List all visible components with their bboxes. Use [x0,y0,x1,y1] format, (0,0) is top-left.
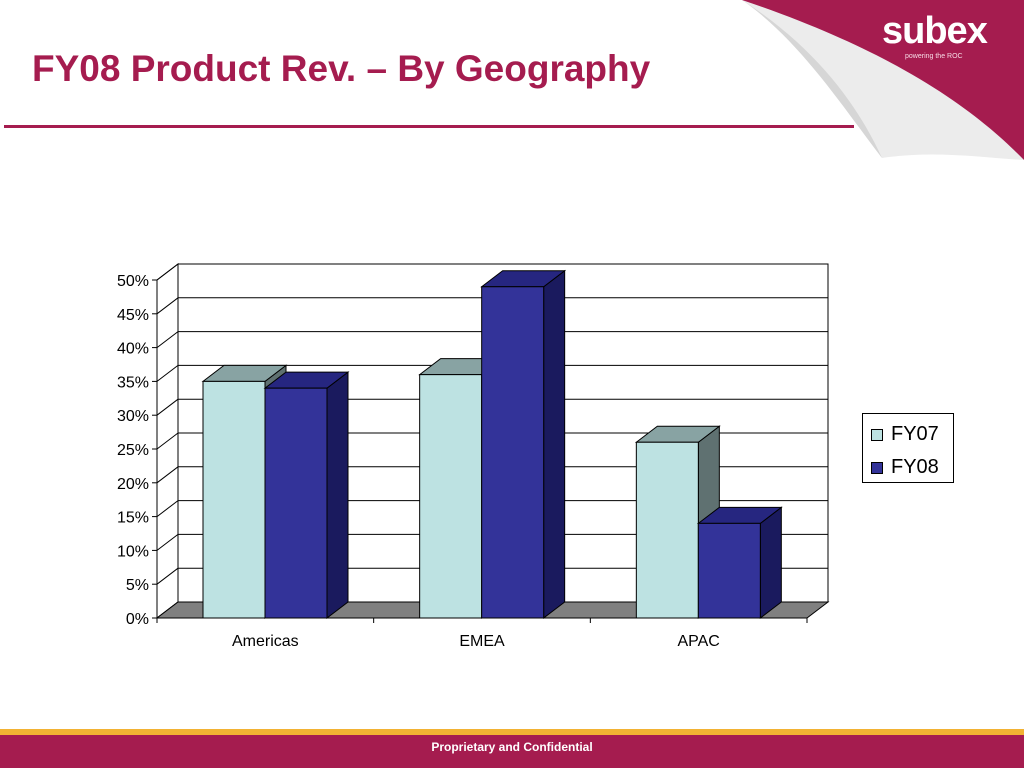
x-category-label: APAC [677,633,719,650]
chart-legend: FY07 FY08 [862,413,954,483]
gridline-side [156,432,179,450]
bar-fy08-emea [481,286,545,619]
gridline-side [156,534,179,551]
slide-title: FY08 Product Rev. – By Geography [32,48,651,89]
y-tick-label: 35% [117,374,149,391]
bar-fy08-americas [264,387,328,619]
logo-tagline: powering the ROC [905,53,963,60]
legend-label-fy07: FY07 [891,423,939,445]
gridline-side [156,500,179,517]
footer-bar [0,735,1024,768]
y-tick-label: 5% [126,577,149,594]
gridline-side [156,331,179,348]
gridline-side [156,263,179,281]
y-tick-label: 40% [117,341,149,358]
legend-label-fy08: FY08 [891,456,939,478]
bar-fy08-apac [697,522,761,619]
y-tick-label: 45% [117,307,149,324]
x-category-label: Americas [232,633,299,650]
gridline-side [156,567,179,585]
footer-confidentiality-text: Proprietary and Confidential [431,740,593,754]
bar-side-fy08-apac [759,506,782,620]
bar-side-fy08-emea [543,269,566,620]
gridline-side [156,365,179,382]
legend-swatch-fy07 [871,429,883,441]
y-tick-label: 20% [117,476,149,493]
y-tick-label: 10% [117,543,149,560]
y-tick-label: 15% [117,510,149,527]
y-tick-label: 25% [117,442,149,459]
title-underline [4,125,854,128]
bar-side-fy08-americas [326,371,349,620]
bar-fy07-apac [635,441,699,619]
footer-accent-stripe [0,729,1024,735]
bar-fy07-americas [202,380,266,619]
y-tick-label: 50% [117,273,149,290]
legend-swatch-fy08 [871,462,883,474]
y-tick-label: 0% [126,611,149,628]
gridline-side [156,466,179,484]
gridline-side [156,398,179,416]
x-category-label: EMEA [459,633,505,650]
y-tick-label: 30% [117,408,149,425]
gridline-side [156,297,179,315]
subex-logo: subex [882,10,988,52]
bar-fy07-emea [419,374,483,619]
